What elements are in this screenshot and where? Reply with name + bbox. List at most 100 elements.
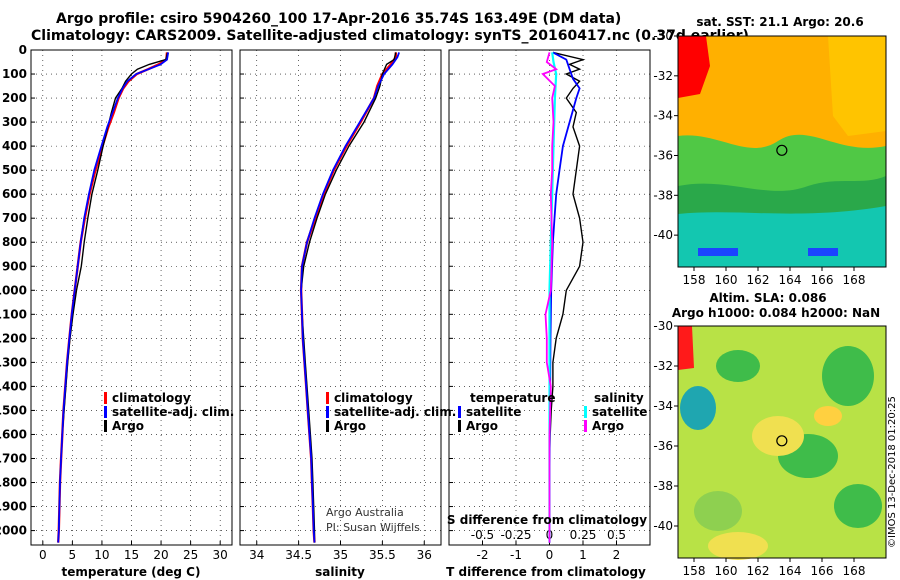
x-tick-label: -1 — [510, 548, 522, 562]
x-tick-label: 15 — [124, 548, 139, 562]
x-tick-label: 25 — [183, 548, 198, 562]
sst-cool-region — [678, 206, 886, 267]
salinity-grid — [240, 50, 441, 545]
legend-swatch-argo — [326, 420, 329, 432]
y-tick-label: 900 — [2, 259, 27, 273]
series-line-s-argo — [541, 52, 559, 543]
y-tick-label: 1200 — [0, 331, 27, 345]
y-tick-label: 100 — [2, 67, 27, 81]
map-x-label: 158 — [683, 564, 706, 578]
legend-swatch-satellite — [104, 406, 107, 418]
sst-cold-patch — [808, 248, 838, 256]
series-line-satellite-adj-clim- — [300, 52, 400, 543]
x-tick-label: 20 — [153, 548, 168, 562]
map-y-label: -30 — [653, 319, 673, 333]
legend-label-climatology: climatology — [334, 391, 413, 405]
y-tick-label: 700 — [2, 211, 27, 225]
sla-yellow-patch — [708, 532, 768, 560]
sla-map-title-1: Altim. SLA: 0.086 — [709, 291, 826, 305]
y-tick-label: 1900 — [0, 500, 27, 514]
map-x-label: 162 — [747, 273, 770, 287]
map-x-label: 160 — [715, 273, 738, 287]
legend-label-satellite: satellite-adj. clim. — [334, 405, 456, 419]
y-tick-label: 1100 — [0, 307, 27, 321]
top-tick-label: 0.5 — [607, 528, 626, 542]
legend-title-temperature: temperature — [470, 391, 555, 405]
map-x-label: 166 — [811, 564, 834, 578]
legend-swatch-climatology — [326, 392, 329, 404]
annotation-line-2: PI: Susan Wijffels — [326, 521, 420, 534]
sst-hot-patch — [678, 36, 710, 98]
sla-map-title-2: Argo h1000: 0.084 h2000: NaN — [672, 306, 880, 320]
map-y-label: -40 — [653, 228, 673, 242]
annotation-line-1: Argo Australia — [326, 506, 404, 519]
map-y-label: -32 — [653, 69, 673, 83]
map-x-label: 162 — [747, 564, 770, 578]
legend-label-t-satellite: satellite — [466, 405, 521, 419]
y-tick-label: 400 — [2, 139, 27, 153]
map-x-label: 158 — [683, 273, 706, 287]
sst-map-ticks: 158 160 162 164 166 168 -30 -32 -34 -36 -38 -40 — [653, 29, 865, 287]
series-line-satellite-adj-clim- — [57, 52, 170, 543]
sla-green-eddy — [822, 346, 874, 406]
map-y-label: -38 — [653, 188, 673, 202]
sla-map — [678, 326, 886, 560]
map-y-label: -34 — [653, 399, 673, 413]
legend-swatch-t-argo — [458, 420, 461, 432]
map-x-label: 164 — [779, 273, 802, 287]
x-tick-label: 30 — [213, 548, 228, 562]
legend-label-s-satellite: satellite — [592, 405, 647, 419]
y-tick-label: 1300 — [0, 355, 27, 369]
x-tick-label: 2 — [613, 548, 621, 562]
sst-yellow-patch — [828, 36, 886, 136]
legend-swatch-s-satellite — [584, 406, 587, 418]
sst-map — [678, 36, 886, 267]
map-y-label: -38 — [653, 479, 673, 493]
difference-legend: temperature satellite Argo salinity sate… — [458, 391, 647, 433]
difference-xlabel: T difference from climatology — [446, 565, 646, 579]
temperature-legend: climatology satellite-adj. clim. Argo — [104, 391, 234, 433]
legend-swatch-argo — [104, 420, 107, 432]
legend-label-s-argo: Argo — [592, 419, 624, 433]
temperature-panel — [30, 49, 233, 546]
sla-yellow-patch — [752, 416, 804, 456]
sla-green-eddy — [694, 491, 742, 531]
map-y-label: -40 — [653, 519, 673, 533]
x-tick-label: 0 — [39, 548, 47, 562]
sla-low-eddy — [680, 386, 716, 430]
legend-swatch-satellite — [326, 406, 329, 418]
temperature-lines — [57, 52, 170, 543]
sla-map-ticks: 158 160 162 164 166 168 -30 -32 -34 -36 -38 -40 — [653, 319, 865, 578]
x-tick-label: -2 — [477, 548, 489, 562]
difference-x-ticks: -2 -1 0 1 2 — [477, 541, 621, 562]
y-tick-label: 1000 — [0, 283, 27, 297]
y-tick-label: 600 — [2, 187, 27, 201]
y-tick-label: 800 — [2, 235, 27, 249]
y-tick-label: 1400 — [0, 379, 27, 393]
sla-yellow-patch — [814, 406, 842, 426]
salinity-xlabel: salinity — [315, 565, 365, 579]
legend-swatch-t-satellite — [458, 406, 461, 418]
map-y-label: -36 — [653, 148, 673, 162]
y-tick-label: 1600 — [0, 427, 27, 441]
salinity-panel — [239, 49, 442, 546]
map-x-label: 168 — [843, 273, 866, 287]
x-tick-label: 35.5 — [369, 548, 396, 562]
salinity-lines — [299, 52, 400, 543]
top-tick-label: -0.5 — [471, 528, 494, 542]
map-x-label: 166 — [811, 273, 834, 287]
y-tick-label: 1800 — [0, 476, 27, 490]
salinity-x-ticks: 34 34.5 35 35.5 36 — [249, 541, 432, 562]
title-line-1: Argo profile: csiro 5904260_100 17-Apr-2… — [56, 11, 622, 27]
x-tick-label: 34 — [249, 548, 264, 562]
legend-label-climatology: climatology — [112, 391, 191, 405]
temperature-x-ticks: 0 5 10 15 20 25 30 — [39, 541, 228, 562]
salinity-legend: climatology satellite-adj. clim. Argo — [326, 391, 456, 433]
y-tick-label: 1700 — [0, 451, 27, 465]
float-position-marker — [776, 435, 788, 447]
map-y-label: -30 — [653, 29, 673, 43]
y-tick-label: 200 — [2, 91, 27, 105]
temperature-xlabel: temperature (deg C) — [62, 565, 201, 579]
top-tick-label: 0.25 — [570, 528, 597, 542]
